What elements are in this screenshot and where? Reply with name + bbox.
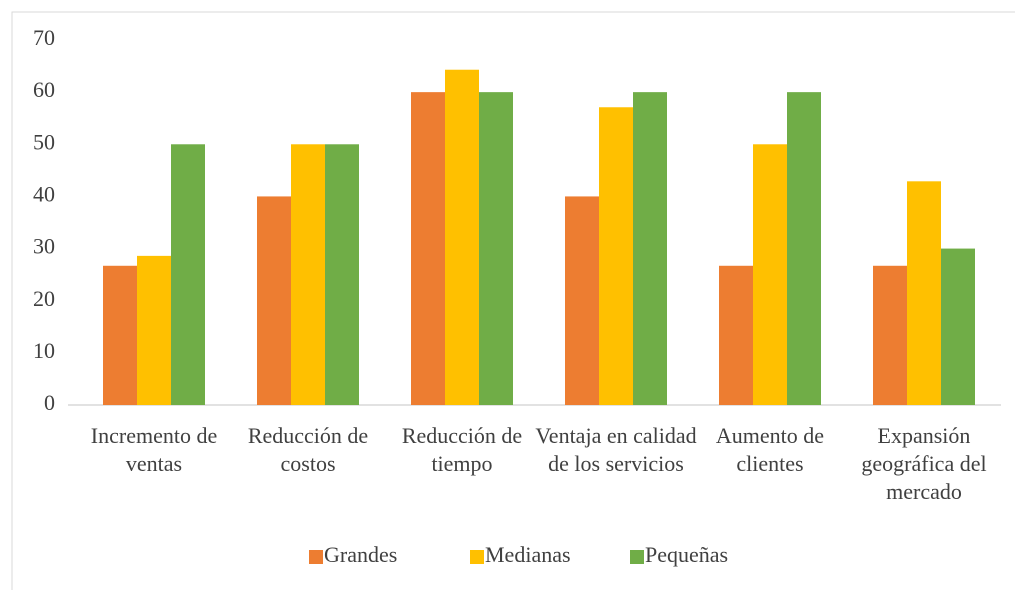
x-tick-label: Ventaja en calidad de los servicios [535, 423, 697, 476]
bar [325, 144, 359, 406]
legend-swatch [470, 550, 484, 564]
legend-swatch [309, 550, 323, 564]
x-tick-label: Reducción de costos [247, 423, 369, 476]
legend-label: Medianas [485, 542, 571, 567]
bar [137, 255, 171, 405]
y-tick-label: 60 [33, 77, 55, 102]
y-tick-label: 30 [33, 234, 55, 259]
bar [787, 92, 821, 406]
x-tick-label: Expansión geográfica del mercado [861, 423, 987, 504]
legend-label: Pequeñas [645, 542, 728, 567]
legend-label: Grandes [324, 542, 397, 567]
bar [411, 92, 445, 406]
bar [257, 196, 291, 405]
y-tick-label: 20 [33, 286, 55, 311]
y-tick-label: 40 [33, 181, 55, 206]
bar [907, 181, 941, 405]
x-tick-label: Incremento de ventas [90, 423, 218, 476]
y-tick-label: 0 [44, 390, 55, 415]
bar [633, 92, 667, 406]
bar [565, 196, 599, 405]
bar [171, 144, 205, 406]
bar [479, 92, 513, 406]
bar [719, 265, 753, 405]
y-tick-label: 70 [33, 25, 55, 50]
chart-frame [11, 11, 1015, 590]
bar [291, 144, 325, 406]
bar [103, 265, 137, 405]
x-tick-label: Aumento de clientes [715, 423, 825, 476]
bar [445, 69, 479, 405]
bar [753, 144, 787, 406]
y-tick-label: 50 [33, 129, 55, 154]
y-tick-label: 10 [33, 338, 55, 363]
legend-swatch [630, 550, 644, 564]
bar [873, 265, 907, 405]
bar [599, 107, 633, 405]
bar [941, 248, 975, 405]
x-tick-label: Reducción de tiempo [401, 423, 523, 476]
